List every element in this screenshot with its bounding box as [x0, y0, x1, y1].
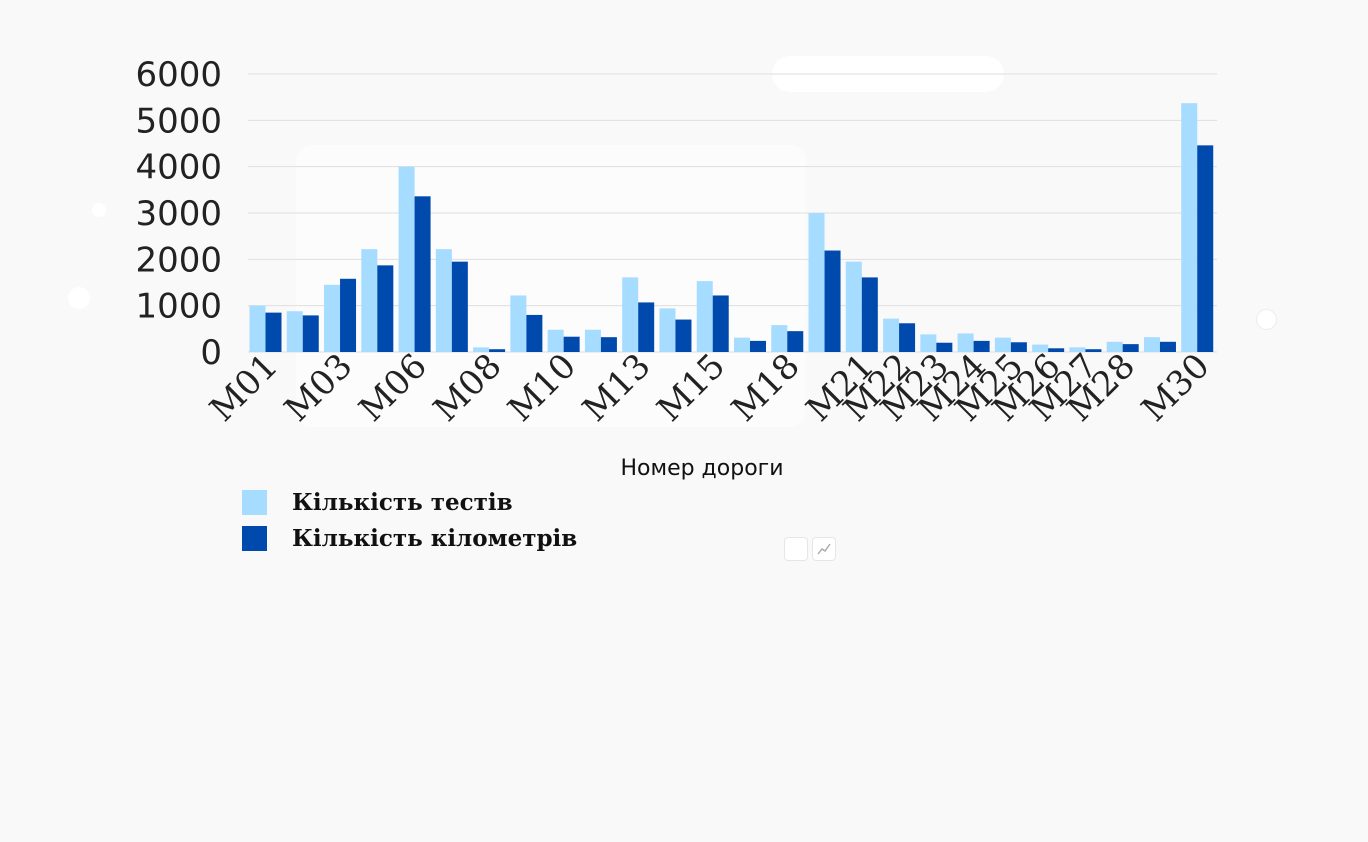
y-tick-label: 5000: [135, 101, 222, 141]
bar-km-m23[interactable]: [936, 342, 953, 352]
x-tick-label: M30: [1134, 346, 1217, 429]
x-tick-label: M10: [501, 346, 584, 429]
x-tick-label: M18: [724, 346, 807, 429]
background-dot: [92, 203, 106, 217]
bar-tests-m01[interactable]: [249, 305, 266, 352]
x-axis-label: Номер дороги: [620, 456, 784, 481]
bar-tests-m29[interactable]: [1143, 337, 1160, 352]
bar-km-m06[interactable]: [414, 196, 431, 352]
bar-tests-m24[interactable]: [957, 333, 974, 352]
x-tick-label: M13: [575, 346, 658, 429]
legend-item-km[interactable]: Кількість кілометрів: [242, 520, 577, 556]
bar-km-m15[interactable]: [712, 295, 729, 352]
legend: Кількість тестів Кількість кілометрів: [242, 484, 577, 556]
bar-tests-m27[interactable]: [1069, 347, 1086, 352]
bar-km-m09[interactable]: [526, 314, 543, 352]
bar-tests-m16[interactable]: [734, 337, 750, 352]
y-tick-label: 0: [200, 333, 222, 373]
bar-km-m28[interactable]: [1122, 344, 1139, 352]
bar-tests-m10[interactable]: [547, 329, 564, 352]
bar-tests-m14[interactable]: [659, 308, 676, 352]
bar-tests-m28[interactable]: [1106, 341, 1123, 352]
x-tick-label: M15: [650, 346, 733, 429]
bar-tests-m13[interactable]: [622, 277, 639, 352]
line-chart-icon[interactable]: [812, 537, 836, 561]
bar-km-m27[interactable]: [1085, 349, 1102, 352]
y-tick-label: 1000: [135, 287, 222, 327]
bar-km-m22[interactable]: [899, 323, 916, 352]
bar-km-m01[interactable]: [265, 312, 282, 352]
bar-tests-m15[interactable]: [696, 281, 713, 352]
x-tick-label: M06: [351, 346, 434, 429]
bar-km-m29[interactable]: [1159, 341, 1176, 352]
bar-km-m05[interactable]: [377, 265, 394, 352]
legend-label-tests: Кількість тестів: [292, 488, 513, 516]
bar-tests-m25[interactable]: [994, 337, 1011, 352]
bar-tests-m30[interactable]: [1181, 103, 1198, 352]
bar-km-m18[interactable]: [787, 331, 804, 352]
legend-swatch-km: [242, 525, 267, 551]
bar-tests-m05[interactable]: [361, 249, 378, 352]
bar-tests-m23[interactable]: [920, 334, 937, 352]
bar-km-m16[interactable]: [750, 340, 766, 352]
bar-km-m26[interactable]: [1048, 348, 1065, 352]
bar-tests-m09[interactable]: [510, 295, 527, 352]
legend-swatch-tests: [242, 489, 267, 515]
bar-km-m30[interactable]: [1197, 145, 1214, 352]
bar-km-m11[interactable]: [600, 337, 617, 352]
bar-km-m20[interactable]: [824, 250, 841, 352]
bar-km-m25[interactable]: [1010, 342, 1027, 352]
x-tick-label: M03: [277, 346, 360, 429]
y-tick-label: 6000: [135, 55, 222, 95]
bar-tests-m02[interactable]: [286, 311, 303, 352]
bar-tests-m18[interactable]: [771, 325, 788, 352]
bar-tests-m08[interactable]: [473, 347, 490, 352]
bar-tests-m07[interactable]: [435, 249, 452, 352]
bar-km-m02[interactable]: [302, 315, 319, 352]
bar-tests-m03[interactable]: [324, 284, 341, 352]
background-dot: [1256, 309, 1277, 330]
bar-tests-m22[interactable]: [883, 318, 900, 352]
bar-km-m21[interactable]: [861, 277, 878, 352]
bar-tests-m06[interactable]: [398, 166, 415, 352]
y-tick-label: 2000: [135, 240, 222, 280]
bar-tests-m20[interactable]: [808, 213, 825, 352]
bar-km-m08[interactable]: [489, 349, 506, 352]
bar-km-m07[interactable]: [451, 261, 468, 352]
bar-tests-m11[interactable]: [584, 329, 601, 352]
y-tick-label: 4000: [135, 148, 222, 188]
bar-km-m14[interactable]: [675, 319, 692, 352]
bar-tests-m26[interactable]: [1032, 344, 1049, 352]
bar-km-m24[interactable]: [973, 340, 990, 352]
y-tick-label: 3000: [135, 194, 222, 234]
blank-button[interactable]: [784, 537, 808, 561]
bar-tests-m21[interactable]: [845, 261, 862, 352]
bar-km-m13[interactable]: [638, 302, 655, 352]
legend-label-km: Кількість кілометрів: [292, 524, 578, 552]
background-dot: [68, 287, 90, 309]
bar-km-m03[interactable]: [340, 278, 357, 352]
bar-km-m10[interactable]: [563, 336, 580, 352]
legend-item-tests[interactable]: Кількість тестів: [242, 484, 577, 520]
x-tick-label: M08: [426, 346, 509, 429]
